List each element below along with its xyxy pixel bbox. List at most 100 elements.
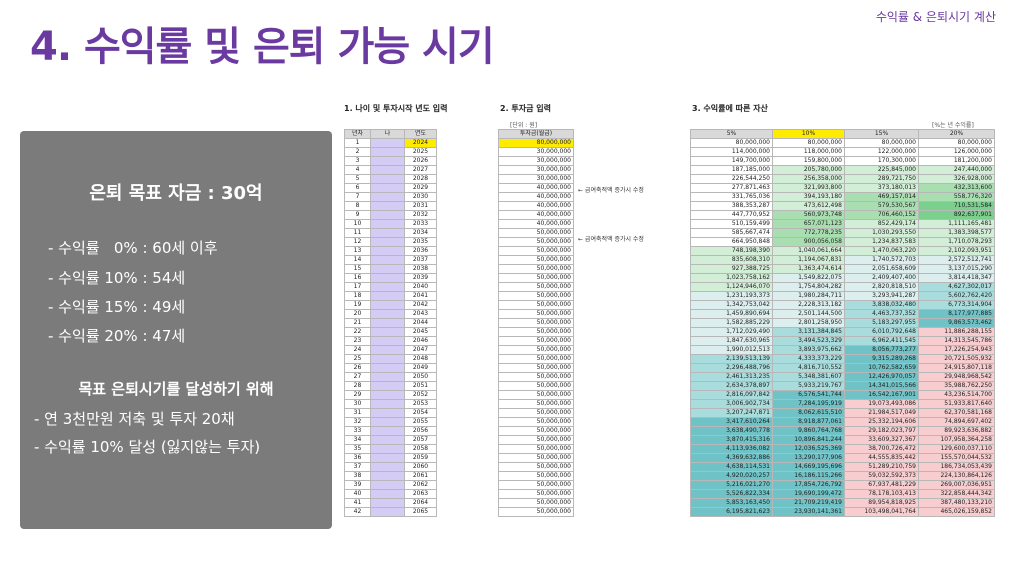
years-cell-age[interactable]: [370, 435, 405, 445]
invest-cell[interactable]: 50,000,000: [498, 435, 574, 445]
years-cell-age[interactable]: [370, 444, 405, 454]
years-cell-age[interactable]: [370, 147, 405, 157]
invest-cell[interactable]: 50,000,000: [498, 372, 574, 382]
years-cell-age[interactable]: [370, 300, 405, 310]
invest-cell[interactable]: 50,000,000: [498, 381, 574, 391]
invest-cell[interactable]: 40,000,000: [498, 183, 574, 193]
years-cell-age[interactable]: [370, 471, 405, 481]
years-cell-age[interactable]: [370, 273, 405, 283]
invest-cell[interactable]: 80,000,000: [498, 138, 574, 148]
years-cell-age[interactable]: [370, 165, 405, 175]
invest-cell[interactable]: 50,000,000: [498, 399, 574, 409]
years-cell-age[interactable]: [370, 363, 405, 373]
invest-cell[interactable]: 30,000,000: [498, 156, 574, 166]
invest-cell[interactable]: 50,000,000: [498, 462, 574, 472]
years-cell-age[interactable]: [370, 138, 405, 148]
years-cell-age[interactable]: [370, 372, 405, 382]
years-cell-age[interactable]: [370, 408, 405, 418]
invest-cell[interactable]: 50,000,000: [498, 309, 574, 319]
years-cell-age[interactable]: [370, 309, 405, 319]
years-cell-age[interactable]: [370, 210, 405, 220]
invest-cell[interactable]: 50,000,000: [498, 246, 574, 256]
invest-cell[interactable]: 50,000,000: [498, 453, 574, 463]
years-cell-age[interactable]: [370, 462, 405, 472]
invest-cell[interactable]: 50,000,000: [498, 300, 574, 310]
assets-cell-20pct: 62,370,581,168: [918, 408, 995, 418]
years-cell-age[interactable]: [370, 453, 405, 463]
years-cell-age[interactable]: [370, 345, 405, 355]
years-cell-age[interactable]: [370, 318, 405, 328]
years-cell-age[interactable]: [370, 246, 405, 256]
assets-cell-10pct: 6,576,541,744: [772, 390, 845, 400]
invest-cell[interactable]: 50,000,000: [498, 345, 574, 355]
invest-cell[interactable]: 50,000,000: [498, 237, 574, 247]
invest-cell[interactable]: 50,000,000: [498, 273, 574, 283]
years-cell-age[interactable]: [370, 255, 405, 265]
invest-cell[interactable]: 50,000,000: [498, 390, 574, 400]
assets-cell-5pct: 1,231,193,373: [690, 291, 773, 301]
years-cell-age[interactable]: [370, 219, 405, 229]
invest-cell[interactable]: 40,000,000: [498, 219, 574, 229]
years-cell-age[interactable]: [370, 228, 405, 238]
years-cell-age[interactable]: [370, 417, 405, 427]
years-cell-age[interactable]: [370, 327, 405, 337]
invest-cell[interactable]: 50,000,000: [498, 228, 574, 238]
invest-cell[interactable]: 50,000,000: [498, 255, 574, 265]
years-cell-year-no: 34: [344, 435, 371, 445]
invest-cell[interactable]: 50,000,000: [498, 363, 574, 373]
invest-row: 40,000,000: [498, 201, 574, 211]
invest-cell[interactable]: 50,000,000: [498, 318, 574, 328]
years-row: 7 2030: [344, 192, 437, 202]
years-cell-year-no: 39: [344, 480, 371, 490]
invest-cell[interactable]: 50,000,000: [498, 498, 574, 508]
invest-cell[interactable]: 50,000,000: [498, 264, 574, 274]
invest-cell[interactable]: 50,000,000: [498, 417, 574, 427]
years-cell-age[interactable]: [370, 426, 405, 436]
years-cell-age[interactable]: [370, 201, 405, 211]
invest-cell[interactable]: 30,000,000: [498, 147, 574, 157]
years-cell-calendar-year: 2057: [404, 435, 437, 445]
invest-cell[interactable]: 50,000,000: [498, 336, 574, 346]
years-cell-age[interactable]: [370, 354, 405, 364]
years-cell-age[interactable]: [370, 381, 405, 391]
years-cell-age[interactable]: [370, 237, 405, 247]
years-cell-age[interactable]: [370, 507, 405, 517]
invest-cell[interactable]: 30,000,000: [498, 165, 574, 175]
years-cell-age[interactable]: [370, 264, 405, 274]
invest-cell[interactable]: 50,000,000: [498, 444, 574, 454]
years-cell-age[interactable]: [370, 336, 405, 346]
invest-cell[interactable]: 50,000,000: [498, 354, 574, 364]
invest-cell[interactable]: 40,000,000: [498, 201, 574, 211]
years-cell-age[interactable]: [370, 291, 405, 301]
years-cell-age[interactable]: [370, 183, 405, 193]
rate-unit-note: [%는 년 수익률]: [932, 122, 974, 129]
years-cell-age[interactable]: [370, 390, 405, 400]
years-cell-year-no: 26: [344, 363, 371, 373]
invest-row: 50,000,000: [498, 309, 574, 319]
assets-cell-15pct: 3,838,032,480: [844, 300, 919, 310]
years-cell-age[interactable]: [370, 174, 405, 184]
years-cell-age[interactable]: [370, 282, 405, 292]
invest-cell[interactable]: 50,000,000: [498, 408, 574, 418]
invest-cell[interactable]: 50,000,000: [498, 480, 574, 490]
assets-cell-15pct: 8,056,773,277: [844, 345, 919, 355]
invest-cell[interactable]: 40,000,000: [498, 192, 574, 202]
invest-cell[interactable]: 50,000,000: [498, 327, 574, 337]
invest-cell[interactable]: 50,000,000: [498, 426, 574, 436]
years-cell-age[interactable]: [370, 480, 405, 490]
invest-cell[interactable]: 50,000,000: [498, 291, 574, 301]
invest-cell[interactable]: 50,000,000: [498, 489, 574, 499]
years-cell-age[interactable]: [370, 489, 405, 499]
years-cell-age[interactable]: [370, 192, 405, 202]
invest-cell[interactable]: 50,000,000: [498, 507, 574, 517]
invest-cell[interactable]: 40,000,000: [498, 210, 574, 220]
years-cell-age[interactable]: [370, 156, 405, 166]
invest-cell[interactable]: 30,000,000: [498, 174, 574, 184]
years-cell-age[interactable]: [370, 498, 405, 508]
invest-row: 30,000,000: [498, 147, 574, 157]
years-cell-age[interactable]: [370, 399, 405, 409]
invest-cell[interactable]: 50,000,000: [498, 471, 574, 481]
years-cell-calendar-year: 2043: [404, 309, 437, 319]
invest-cell[interactable]: 50,000,000: [498, 282, 574, 292]
assets-cell-10pct: 657,071,123: [772, 219, 845, 229]
